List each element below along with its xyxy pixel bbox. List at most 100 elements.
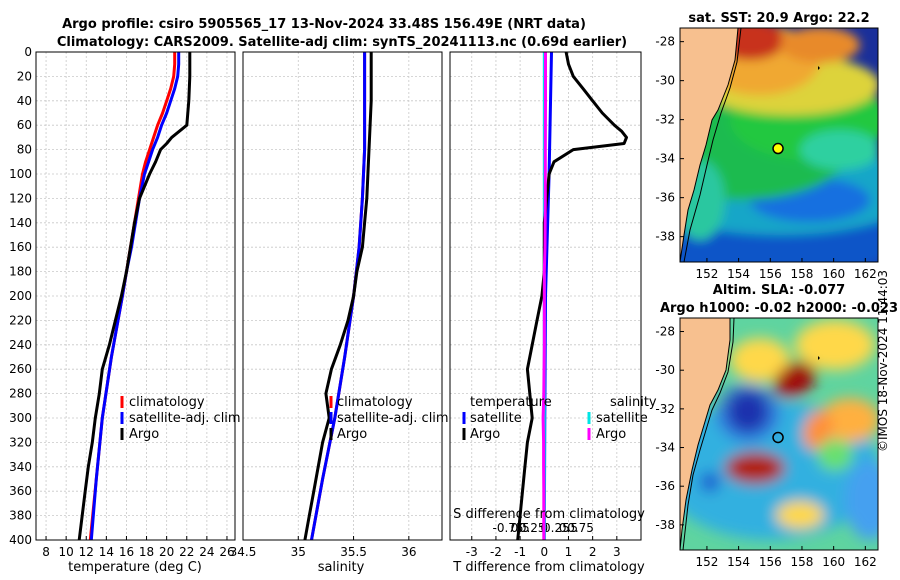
x-tick-label: 18 xyxy=(139,545,154,559)
salinity-legend: climatology satellite-adj. clim Argo xyxy=(329,395,449,442)
map-y-tick-label: -36 xyxy=(655,479,675,493)
series-argo xyxy=(303,52,373,540)
x-tick-label: -1 xyxy=(514,545,526,559)
sla-map-ticks: 152 154 156 158 160 162 -28 -30 -32 -34 -36 -38 xyxy=(655,325,876,569)
depth-tick-label: 160 xyxy=(9,240,32,254)
sla-field xyxy=(680,318,878,550)
sla-map-frame xyxy=(679,317,879,551)
salinity-axes-frame xyxy=(242,51,443,541)
sla-map: Altim. SLA: -0.077 Argo h1000: -0.02 h20… xyxy=(655,283,898,569)
sst-map-ticks: 152 154 156 158 160 162 -28 -30 -32 -34 -36 -38 xyxy=(655,35,876,281)
depth-axis-labels: 0 20 40 60 80 100 120 140 160 180 200 220 240 260 280 3… xyxy=(9,45,32,547)
depth-tick-label: 100 xyxy=(9,167,32,181)
depth-tick-label: 200 xyxy=(9,289,32,303)
temperature-xlabel: temperature (deg C) xyxy=(68,560,202,575)
depth-tick-label: 360 xyxy=(9,484,32,498)
difference-x-ticks: -3 -2 -1 0 1 2 3 xyxy=(466,536,621,559)
sst-map-frame xyxy=(679,27,879,263)
credit-text: ©IMOS 18-Nov-2024 11:44:03 xyxy=(876,269,890,452)
legend-label-temp-argo: Argo xyxy=(470,427,500,442)
temperature-panel: 0 20 40 60 80 100 120 140 160 180 200 220 240 260 280 3… xyxy=(9,45,241,575)
legend-label-climatology: climatology xyxy=(337,395,413,410)
map-x-tick-label: 154 xyxy=(727,555,750,569)
x-tick-label: 16 xyxy=(119,545,134,559)
x-tick-label: 26 xyxy=(219,545,234,559)
map-y-tick-label: -28 xyxy=(655,35,675,49)
x-tick-label: 8 xyxy=(42,545,50,559)
depth-tick-label: 40 xyxy=(17,94,32,108)
x-tick-label: 14 xyxy=(99,545,114,559)
x-tick-label: 3 xyxy=(613,545,621,559)
sla-map-title-line1: Altim. SLA: -0.077 xyxy=(713,283,845,298)
legend-label-sal-satellite: satellite xyxy=(596,411,648,426)
x-tick-label: 2 xyxy=(589,545,597,559)
difference-top-label: S difference from climatology xyxy=(453,507,645,522)
sst-map-title: sat. SST: 20.9 Argo: 22.2 xyxy=(688,11,869,26)
x-tick-label: 10 xyxy=(59,545,74,559)
temperature-lines xyxy=(77,52,192,540)
legend-title-salinity: salinity xyxy=(610,395,657,410)
depth-tick-label: 220 xyxy=(9,313,32,327)
series-satellite xyxy=(89,52,181,540)
sst-field xyxy=(680,28,878,262)
legend-label-sal-argo: Argo xyxy=(596,427,626,442)
top-tick-label: 0.25 xyxy=(543,521,570,535)
x-tick-label: 22 xyxy=(179,545,194,559)
depth-tick-label: 380 xyxy=(9,509,32,523)
sla-coastline xyxy=(680,318,731,550)
depth-tick-label: 400 xyxy=(9,533,32,547)
temperature-x-ticks: 8 10 12 14 16 18 20 22 24 26 xyxy=(42,536,235,559)
x-tick-label: 0 xyxy=(540,545,548,559)
figure-title-line2: Climatology: CARS2009. Satellite-adj cli… xyxy=(57,35,627,50)
salinity-lines xyxy=(303,52,373,540)
top-tick-label: 0.5 xyxy=(559,521,578,535)
x-tick-label: 35.5 xyxy=(340,545,367,559)
map-x-tick-label: 160 xyxy=(822,555,845,569)
depth-tick-label: 320 xyxy=(9,435,32,449)
depth-tick-label: 120 xyxy=(9,191,32,205)
depth-tick-label: 300 xyxy=(9,411,32,425)
map-y-tick-label: -34 xyxy=(655,152,675,166)
x-tick-label: 1 xyxy=(565,545,573,559)
map-y-tick-label: -32 xyxy=(655,113,675,127)
difference-xlabel: T difference from climatology xyxy=(452,560,645,575)
legend-label-argo: Argo xyxy=(337,427,367,442)
x-tick-label: -3 xyxy=(466,545,478,559)
sla-map-title-line2: Argo h1000: -0.02 h2000: -0.023 xyxy=(660,301,898,316)
map-x-tick-label: 152 xyxy=(695,555,718,569)
top-tick-label: -0.75 xyxy=(492,521,523,535)
salinity-x-ticks: 34.5 35 35.5 36 xyxy=(230,536,416,559)
difference-legend: temperature salinity satellite Argo sate… xyxy=(462,395,657,442)
x-tick-label: 35 xyxy=(291,545,306,559)
map-y-tick-label: -36 xyxy=(655,191,675,205)
depth-tick-label: 260 xyxy=(9,362,32,376)
temperature-legend: climatology satellite-adj. clim Argo xyxy=(120,395,241,442)
x-tick-label: 12 xyxy=(79,545,94,559)
legend-label-satellite: satellite-adj. clim xyxy=(337,411,449,426)
map-x-tick-label: 160 xyxy=(822,267,845,281)
salinity-panel: 34.5 35 35.5 36 salinity climatology satell… xyxy=(230,51,449,575)
temperature-grid xyxy=(36,51,235,541)
temperature-axes-frame xyxy=(35,51,236,541)
depth-tick-label: 20 xyxy=(17,69,32,83)
figure-title-line1: Argo profile: csiro 5905565_17 13-Nov-20… xyxy=(62,17,586,32)
sst-argo-marker xyxy=(772,142,784,155)
legend-label-climatology: climatology xyxy=(129,395,205,410)
x-tick-label: 24 xyxy=(199,545,214,559)
depth-tick-label: 240 xyxy=(9,338,32,352)
x-tick-label: 20 xyxy=(159,545,174,559)
map-y-tick-label: -28 xyxy=(655,325,675,339)
series-sal_diff xyxy=(541,52,547,540)
x-tick-label: 34.5 xyxy=(230,545,257,559)
salinity-grid xyxy=(242,51,442,541)
legend-label-temp-satellite: satellite xyxy=(470,411,522,426)
difference-axes-frame xyxy=(449,51,642,541)
sla-argo-marker xyxy=(772,431,784,444)
depth-tick-label: 80 xyxy=(17,143,32,157)
map-x-tick-label: 154 xyxy=(727,267,750,281)
sst-map: sat. SST: 20.9 Argo: 22.2 152 154 156 158 16 xyxy=(655,11,879,281)
map-x-tick-label: 158 xyxy=(791,555,814,569)
map-y-tick-label: -30 xyxy=(655,74,675,88)
depth-tick-label: 60 xyxy=(17,118,32,132)
